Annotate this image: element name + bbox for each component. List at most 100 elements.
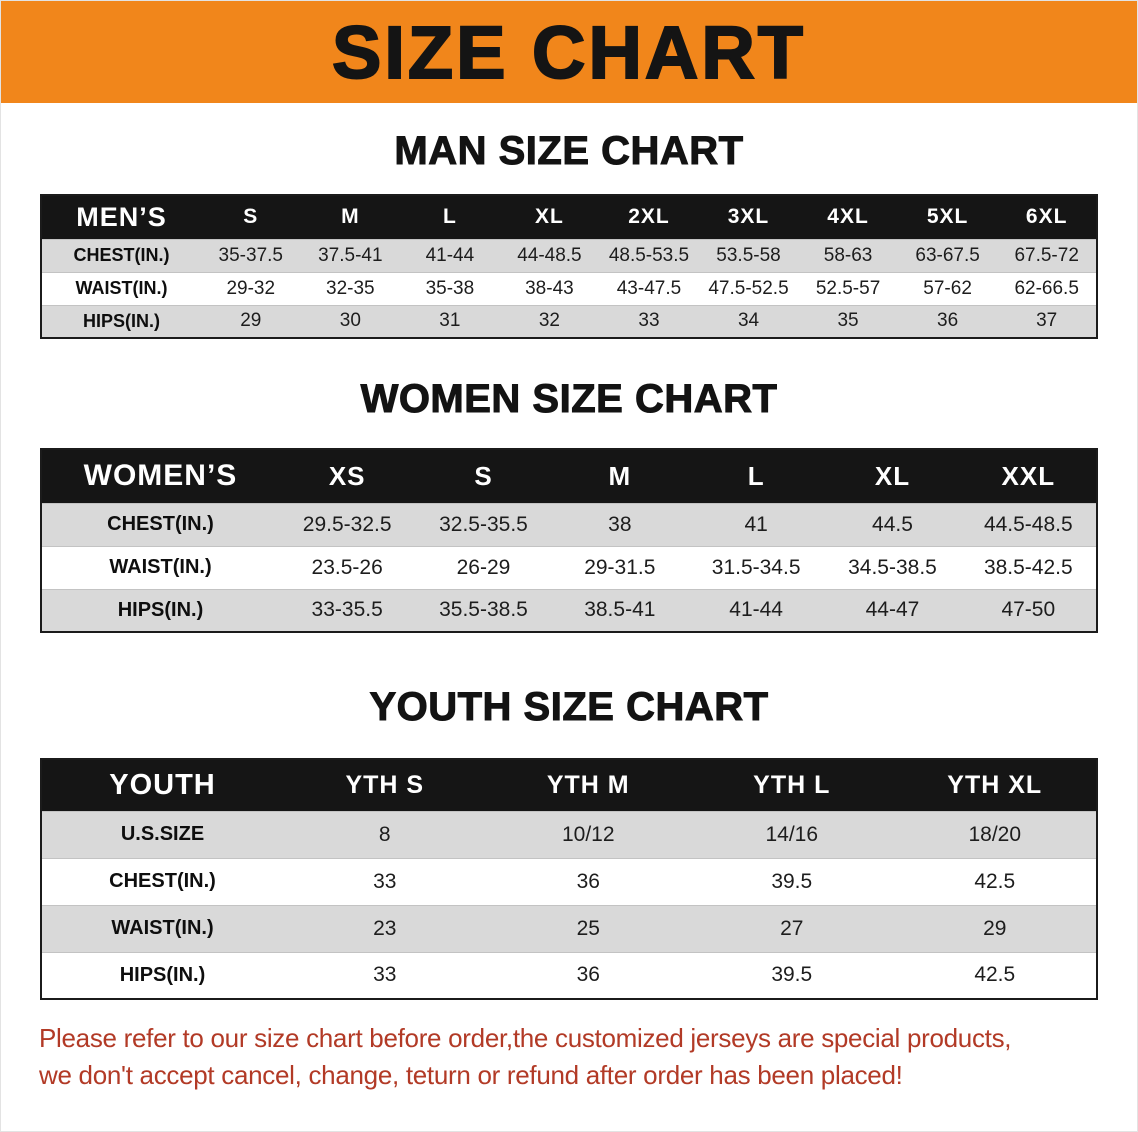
section-youth: YOUTH SIZE CHART YOUTH YTH S YTH M YTH L YTH… xyxy=(1,685,1137,1000)
size-cell: 57-62 xyxy=(897,271,998,305)
size-cell: 37 xyxy=(997,304,1097,338)
women-size-table: WOMEN’S XS S M L XL XXL CHEST(IN.) 29.5-32.5 32.5… xyxy=(1,448,1137,633)
size-cell: 10/12 xyxy=(486,810,690,858)
column-header: YTH M xyxy=(546,770,630,799)
size-cell: 44.5-48.5 xyxy=(960,502,1097,546)
column-header: 6XL xyxy=(1025,205,1068,229)
table-title-cell: WOMEN’S xyxy=(83,459,238,493)
row-label: CHEST(IN.) xyxy=(41,238,201,272)
size-cell: 27 xyxy=(690,904,894,952)
size-cell: 42.5 xyxy=(893,857,1097,905)
size-cell: 47-50 xyxy=(960,588,1097,632)
table-title-cell: YOUTH xyxy=(109,768,216,801)
row-label: WAIST(IN.) xyxy=(41,545,279,589)
size-cell: 23.5-26 xyxy=(279,545,416,589)
size-cell: 35-38 xyxy=(400,271,500,305)
column-header: S xyxy=(474,460,493,491)
size-cell: 26-29 xyxy=(415,545,552,589)
size-cell: 38.5-41 xyxy=(551,588,688,632)
column-header: YTH L xyxy=(753,770,831,799)
size-cell: 31.5-34.5 xyxy=(687,545,825,589)
table-row: WAIST(IN.) 23.5-26 26-29 29-31.5 31.5-34.5 34… xyxy=(41,545,1097,589)
column-header: 4XL xyxy=(827,205,869,229)
size-cell: 53.5-58 xyxy=(698,238,799,272)
size-cell: 33-35.5 xyxy=(279,588,416,632)
size-cell: 30 xyxy=(300,304,401,338)
size-cell: 38-43 xyxy=(499,271,600,305)
size-cell: 39.5 xyxy=(690,951,894,999)
youth-section-heading: YOUTH SIZE CHART xyxy=(369,685,769,730)
size-table: MEN’S S M L XL 2XL 3XL 4XL 5XL 6XL CHEST(IN.) 35-37… xyxy=(40,194,1098,339)
size-cell: 44.5 xyxy=(824,502,961,546)
table-title-cell: MEN’S xyxy=(76,201,167,232)
row-label: U.S.SIZE xyxy=(41,810,283,858)
size-cell: 43-47.5 xyxy=(599,271,699,305)
size-table: YOUTH YTH S YTH M YTH L YTH XL U.S.SIZE 8 10/12… xyxy=(40,758,1098,1000)
column-header: 3XL xyxy=(727,205,770,229)
size-cell: 32-35 xyxy=(300,271,401,305)
size-cell: 36 xyxy=(897,304,998,338)
section-women: WOMEN SIZE CHART WOMEN’S XS S M L XL XXL CHEST(… xyxy=(1,377,1137,633)
size-cell: 29-31.5 xyxy=(551,545,688,589)
size-cell: 14/16 xyxy=(690,810,894,858)
size-cell: 37.5-41 xyxy=(300,238,401,272)
row-label: WAIST(IN.) xyxy=(41,904,283,952)
size-cell: 35-37.5 xyxy=(201,238,301,272)
column-header: S xyxy=(243,205,259,229)
footer-note-line-1: Please refer to our size chart before or… xyxy=(39,1023,1012,1053)
size-cell: 29 xyxy=(893,904,1097,952)
size-cell: 29 xyxy=(201,304,301,338)
size-cell: 39.5 xyxy=(690,857,894,905)
size-cell: 36 xyxy=(486,857,690,905)
size-table: WOMEN’S XS S M L XL XXL CHEST(IN.) 29.5-32.5 32.5… xyxy=(40,448,1098,633)
row-label: HIPS(IN.) xyxy=(41,588,279,632)
size-cell: 63-67.5 xyxy=(897,238,998,272)
size-cell: 36 xyxy=(486,951,690,999)
size-cell: 44-48.5 xyxy=(499,238,600,272)
size-cell: 8 xyxy=(283,810,487,858)
size-cell: 52.5-57 xyxy=(798,271,898,305)
men-size-table: MEN’S S M L XL 2XL 3XL 4XL 5XL 6XL CHEST(IN.) 35-37… xyxy=(1,194,1137,339)
size-cell: 32 xyxy=(499,304,600,338)
row-label: CHEST(IN.) xyxy=(41,857,283,905)
table-row: WAIST(IN.) 23 25 27 29 xyxy=(41,904,1097,952)
size-cell: 42.5 xyxy=(893,951,1097,999)
size-cell: 47.5-52.5 xyxy=(698,271,799,305)
banner: SIZE CHART xyxy=(1,1,1137,103)
size-cell: 41 xyxy=(687,502,825,546)
size-cell: 35.5-38.5 xyxy=(415,588,552,632)
table-row: CHEST(IN.) 35-37.5 37.5-41 41-44 44-48.5 48.5… xyxy=(41,238,1097,272)
size-cell: 34 xyxy=(698,304,799,338)
size-cell: 38.5-42.5 xyxy=(960,545,1097,589)
column-header: XS xyxy=(328,460,366,491)
size-cell: 38 xyxy=(551,502,688,546)
table-header-row: YOUTH YTH S YTH M YTH L YTH XL xyxy=(41,759,1097,811)
table-header-row: WOMEN’S XS S M L XL XXL xyxy=(41,449,1097,503)
footer-note: Please refer to our size chart before or… xyxy=(39,1020,1137,1094)
table-row: CHEST(IN.) 29.5-32.5 32.5-35.5 38 41 44.5 44.5… xyxy=(41,502,1097,546)
size-cell: 25 xyxy=(486,904,690,952)
column-header: M xyxy=(341,205,360,229)
footer-note-line-2: we don't accept cancel, change, teturn o… xyxy=(39,1059,903,1090)
column-header: L xyxy=(747,460,765,491)
table-row: HIPS(IN.) 33 36 39.5 42.5 xyxy=(41,951,1097,999)
size-cell: 32.5-35.5 xyxy=(415,502,552,546)
size-cell: 48.5-53.5 xyxy=(599,238,699,272)
column-header: YTH XL xyxy=(947,770,1043,799)
table-row: HIPS(IN.) 33-35.5 35.5-38.5 38.5-41 41-44 44-… xyxy=(41,588,1097,632)
table-header-row: MEN’S S M L XL 2XL 3XL 4XL 5XL 6XL xyxy=(41,195,1097,239)
row-label: HIPS(IN.) xyxy=(41,304,201,338)
page-title: SIZE CHART xyxy=(331,10,806,95)
table-row: WAIST(IN.) 29-32 32-35 35-38 38-43 43-47.5 47.… xyxy=(41,271,1097,305)
column-header: YTH S xyxy=(345,770,425,799)
row-label: WAIST(IN.) xyxy=(41,271,201,305)
section-men: MAN SIZE CHART MEN’S S M L XL 2XL 3XL 4XL 5XL 6XL… xyxy=(1,129,1137,339)
size-cell: 29-32 xyxy=(201,271,301,305)
table-row: CHEST(IN.) 33 36 39.5 42.5 xyxy=(41,857,1097,905)
size-cell: 33 xyxy=(599,304,699,338)
column-header: XXL xyxy=(1001,460,1056,491)
row-label: CHEST(IN.) xyxy=(41,502,279,546)
size-cell: 34.5-38.5 xyxy=(824,545,961,589)
size-cell: 41-44 xyxy=(400,238,500,272)
size-cell: 35 xyxy=(798,304,898,338)
